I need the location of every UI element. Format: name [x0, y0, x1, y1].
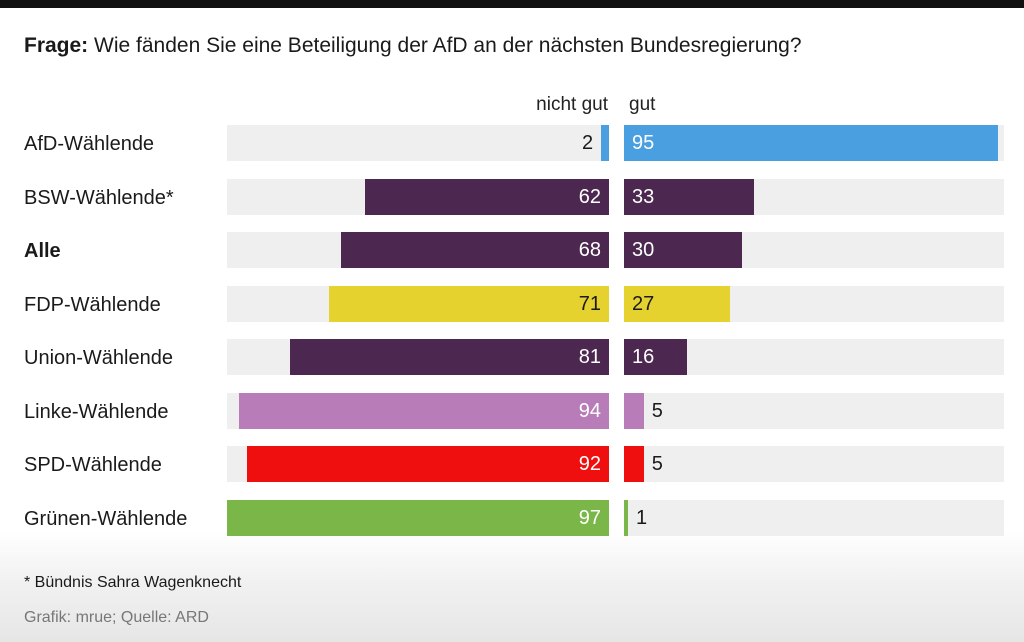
value-label-gut: 33	[632, 185, 655, 208]
value-label-nicht-gut: 71	[578, 292, 601, 315]
bar-nicht-gut	[329, 285, 609, 322]
category-label: Union-Wählende	[24, 347, 173, 369]
bar-gut	[624, 392, 644, 429]
value-label-nicht-gut: 94	[578, 399, 601, 422]
bar-gut	[624, 339, 688, 375]
category-label: BSW-Wählende*	[24, 186, 174, 209]
chart-question: Frage: Wie fänden Sie eine Beteiligung d…	[24, 34, 802, 58]
bar-track-gut	[624, 499, 1004, 536]
column-header-nicht-gut: nicht gut	[536, 94, 608, 115]
value-label-nicht-gut: 81	[578, 346, 601, 368]
category-label: Linke-Wählende	[24, 400, 169, 423]
value-label-nicht-gut: 97	[578, 506, 601, 529]
value-label-nicht-gut: 92	[578, 453, 601, 475]
value-label-gut: 5	[651, 399, 663, 422]
bar-nicht-gut	[226, 499, 609, 536]
bar-gut	[624, 446, 644, 482]
top-bar	[0, 0, 1024, 8]
bar-nicht-gut	[246, 446, 609, 482]
chart-row-union-wählende: Union-Wählende 81 16	[0, 339, 1024, 379]
category-label: FDP-Wählende	[24, 293, 161, 316]
bar-track-gut	[624, 339, 1004, 375]
chart-row-spd-wählende: SPD-Wählende 92 5	[0, 446, 1024, 486]
chart-row-linke-wählende: Linke-Wählende 94 5	[0, 392, 1024, 433]
value-label-nicht-gut: 2	[582, 132, 594, 154]
bar-nicht-gut	[601, 125, 609, 161]
bar-nicht-gut	[238, 392, 609, 429]
value-label-nicht-gut: 68	[578, 239, 601, 261]
value-label-gut: 5	[651, 453, 663, 475]
value-label-gut: 30	[632, 239, 655, 261]
column-header-gut: gut	[629, 94, 656, 115]
footnote: * Bündnis Sahra Wagenknecht	[24, 574, 242, 591]
bar-gut	[624, 125, 999, 161]
category-label: Alle	[24, 240, 61, 262]
value-label-gut: 16	[632, 346, 655, 368]
category-label: Grünen-Wählende	[24, 507, 188, 530]
chart-row-grünen-wählende: Grünen-Wählende 97 1	[0, 499, 1024, 540]
category-label: AfD-Wählende	[24, 133, 155, 155]
bar-gut	[624, 232, 743, 268]
bar-nicht-gut	[341, 232, 609, 268]
question-text: Wie fänden Sie eine Beteiligung der AfD …	[88, 34, 802, 57]
chart-row-afd-wählende: AfD-Wählende 2 95	[0, 125, 1024, 165]
bar-nicht-gut	[364, 178, 609, 215]
category-label: SPD-Wählende	[24, 454, 162, 476]
bar-gut	[624, 178, 755, 215]
value-label-gut: 95	[632, 132, 655, 154]
bar-track-nicht-gut	[227, 125, 609, 161]
bottom-fade	[0, 532, 1024, 642]
bar-nicht-gut	[289, 339, 609, 375]
value-label-nicht-gut: 62	[578, 185, 601, 208]
source-credit: Grafik: mrue; Quelle: ARD	[24, 609, 209, 626]
bar-gut	[624, 285, 731, 322]
value-label-gut: 27	[632, 292, 655, 315]
bar-gut	[624, 499, 628, 536]
bar-track-gut	[624, 446, 1004, 482]
value-label-gut: 1	[635, 506, 648, 529]
bar-track-gut	[624, 392, 1004, 429]
chart-row-bsw-wählende: BSW-Wählende* 62 33	[0, 178, 1024, 219]
chart-row-alle: Alle 68 30	[0, 232, 1024, 272]
chart-row-fdp-wählende: FDP-Wählende 71 27	[0, 285, 1024, 326]
question-label: Frage:	[24, 34, 89, 57]
